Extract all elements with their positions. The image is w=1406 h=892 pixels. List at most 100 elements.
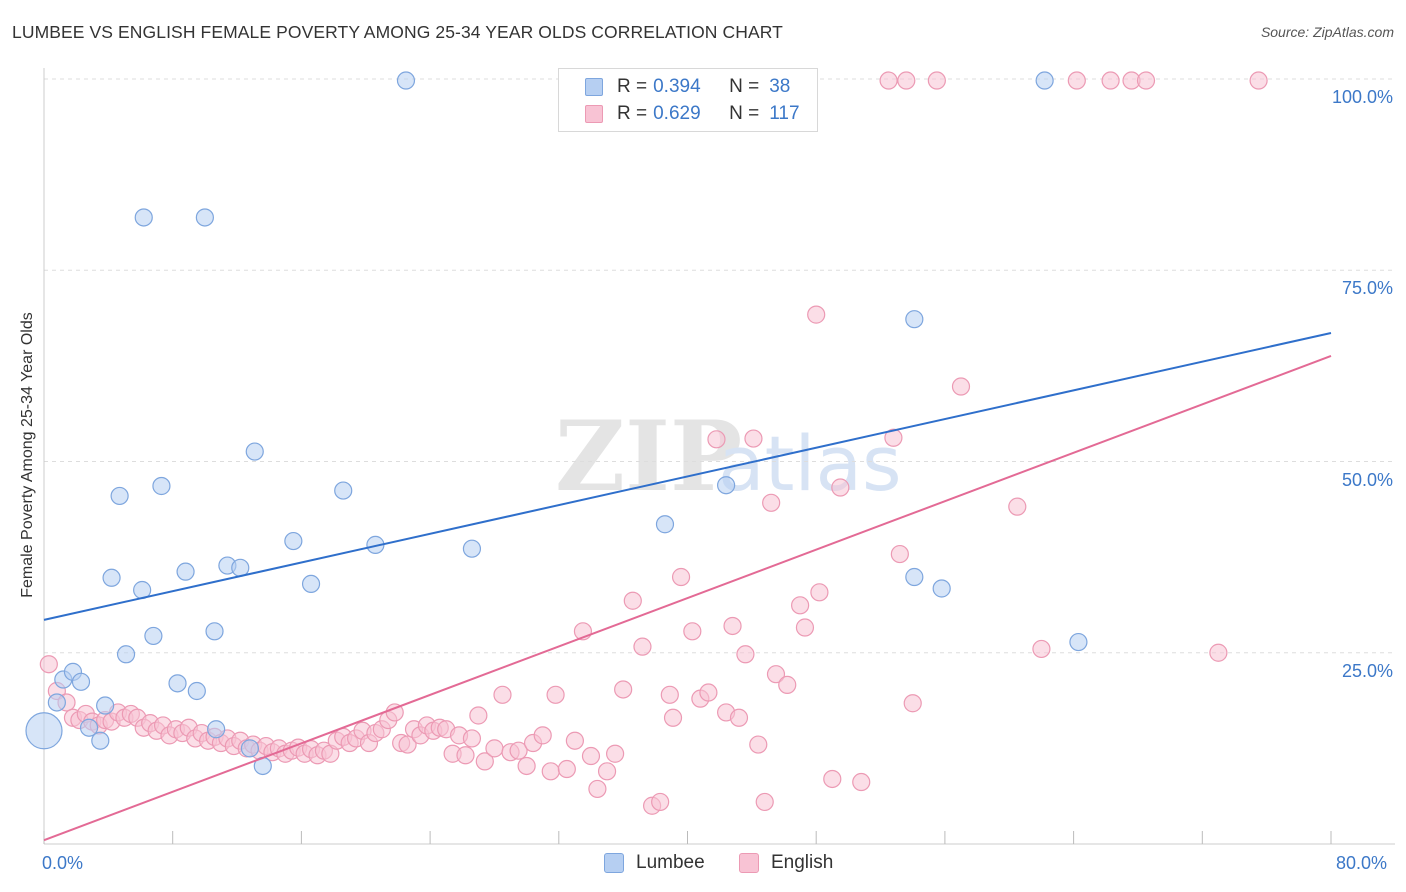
english-point (1067, 71, 1086, 90)
lumbee-point (79, 718, 99, 737)
english-point (39, 655, 58, 674)
lumbee-point (240, 739, 260, 758)
english-swatch (585, 105, 603, 123)
english-point (903, 694, 922, 713)
lumbee-point (1035, 71, 1054, 90)
n-value: 38 (769, 76, 791, 97)
lumbee-swatch (585, 78, 603, 96)
stats-row-english: R = 0.629 N = 117 (559, 102, 800, 126)
english-point (810, 583, 829, 602)
watermark-zip: ZIP (555, 400, 742, 513)
english-point (927, 71, 946, 90)
lumbee-point (932, 579, 951, 598)
lumbee-point (144, 626, 163, 646)
english-point (398, 735, 417, 754)
lumbee-point (462, 539, 482, 558)
watermark: ZIP atlas (555, 400, 902, 513)
lumbee-point (47, 693, 66, 712)
english-point (762, 493, 781, 512)
english-point (614, 680, 633, 699)
english-point (557, 759, 576, 779)
lumbee-point (1069, 632, 1088, 652)
english-point (623, 591, 642, 610)
legend-label-lumbee: Lumbee (636, 852, 705, 873)
stats-legend: R = 0.394 N = 38 R = 0.629 N = 117 (558, 68, 818, 132)
english-point (651, 792, 670, 812)
legend-item-english[interactable]: English (739, 852, 833, 874)
english-point (671, 567, 691, 587)
english-point (1249, 71, 1268, 90)
lumbee-swatch (604, 853, 624, 873)
lumbee-point (655, 515, 675, 534)
x-tick-label-max: 80.0% (1336, 853, 1388, 873)
english-point (831, 478, 850, 497)
english-point (1209, 643, 1228, 662)
english-point (755, 792, 774, 812)
lumbee-point (152, 476, 171, 496)
english-point (597, 762, 617, 781)
english-point (509, 741, 528, 760)
lumbee-point (176, 562, 195, 581)
english-point (1136, 71, 1156, 90)
series-legend: Lumbee English (0, 852, 1406, 878)
english-point (456, 746, 475, 765)
lumbee-point (110, 486, 129, 506)
english-point (606, 744, 625, 763)
english-point (546, 685, 565, 704)
lumbee-point (134, 208, 153, 227)
english-point (951, 377, 971, 396)
english-point (723, 616, 742, 636)
legend-label-english: English (771, 852, 834, 873)
english-point (852, 772, 871, 792)
english-point (588, 779, 607, 799)
english-point (736, 645, 755, 664)
english-point (795, 618, 815, 637)
y-tick-label: 75.0% (1341, 278, 1393, 299)
lumbee-point (284, 531, 303, 551)
english-point (890, 544, 909, 564)
english-point (884, 428, 903, 447)
english-point (1008, 497, 1027, 516)
english-point (517, 756, 536, 776)
lumbee-point (168, 674, 187, 693)
legend-item-lumbee[interactable]: Lumbee (604, 852, 705, 874)
english-point (791, 596, 810, 615)
english-trend-line (43, 354, 1332, 842)
english-point (633, 637, 652, 656)
n-label: N = (729, 76, 760, 97)
lumbee-point (187, 681, 206, 701)
y-tick-label: 50.0% (1341, 469, 1393, 490)
r-value: 0.394 (653, 76, 701, 97)
lumbee-point (96, 696, 115, 715)
lumbee-point (71, 672, 91, 691)
english-point (462, 729, 482, 748)
lumbee-point (396, 71, 416, 90)
lumbee-trend-line (43, 332, 1332, 621)
stats-row-lumbee: R = 0.394 N = 38 (559, 75, 790, 99)
english-point (879, 71, 898, 90)
english-point (749, 735, 768, 754)
english-point (493, 685, 512, 704)
n-label: N = (729, 103, 760, 124)
lumbee-point (207, 720, 226, 739)
english-point (565, 731, 584, 750)
trend-lines (43, 332, 1332, 842)
english-point (1101, 71, 1120, 90)
english-point (475, 752, 494, 771)
lumbee-point (102, 568, 121, 587)
english-point (897, 71, 916, 90)
lumbee-point (205, 622, 224, 641)
lumbee-point (334, 481, 353, 500)
source-credit: Source: ZipAtlas.com (1260, 24, 1394, 40)
english-point (663, 708, 683, 727)
r-label: R = (617, 76, 648, 97)
lumbee-point (301, 574, 321, 594)
english-point (823, 769, 842, 789)
english-point (778, 675, 797, 694)
english-point (485, 739, 504, 758)
english-point (807, 305, 826, 324)
r-label: R = (617, 103, 648, 124)
lumbee-point (91, 731, 110, 750)
english-point (469, 706, 488, 725)
